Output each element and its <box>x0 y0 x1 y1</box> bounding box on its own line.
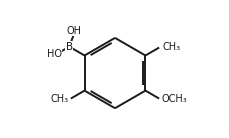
Text: CH₃: CH₃ <box>50 94 68 104</box>
Text: B: B <box>65 42 73 52</box>
Text: OH: OH <box>66 26 81 36</box>
Text: HO: HO <box>46 49 61 59</box>
Text: OCH₃: OCH₃ <box>161 94 187 104</box>
Text: CH₃: CH₃ <box>161 42 180 52</box>
